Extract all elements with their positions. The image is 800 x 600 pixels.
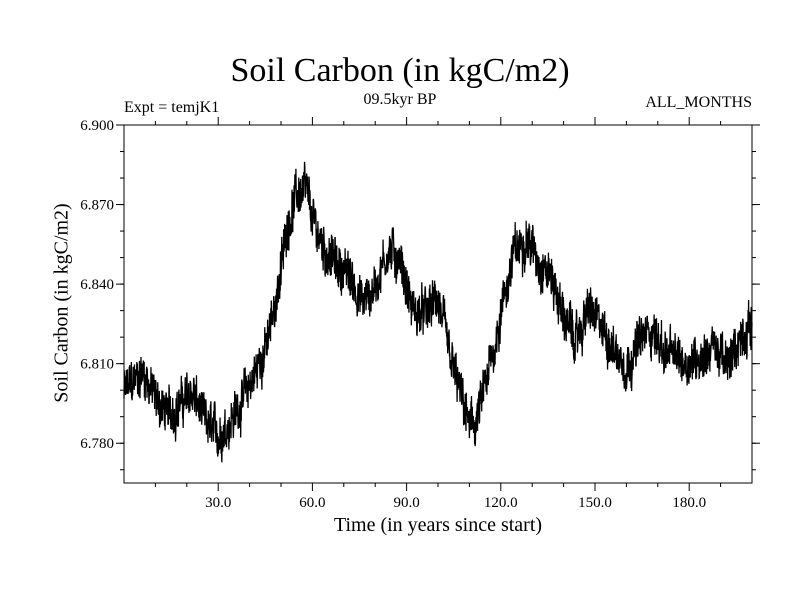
y-axis-label: Soil Carbon (in kgC/m2)	[50, 203, 73, 403]
x-axis-label: Time (in years since start)	[333, 514, 543, 536]
y-tick-label: 6.870	[80, 198, 114, 214]
y-tick-label: 6.780	[80, 436, 114, 452]
axes: 6.780 6.810 6.840 6.870 6.900 30.0 60.0 90.0 120…	[80, 117, 760, 511]
plot-frame	[123, 124, 753, 484]
x-tick-label: 90.0	[393, 495, 419, 511]
experiment-label: Expt = temjK1	[124, 99, 220, 116]
x-tick-label: 150.0	[578, 495, 612, 511]
chart-subtitle: 09.5kyr BP	[363, 91, 437, 108]
x-tick-label: 180.0	[672, 495, 706, 511]
months-label: ALL_MONTHS	[645, 94, 752, 111]
y-tick-label: 6.840	[80, 277, 114, 293]
y-tick-label: 6.900	[80, 118, 114, 134]
series-line-soil-carbon	[123, 161, 753, 463]
x-tick-label: 120.0	[484, 495, 518, 511]
x-tick-label: 60.0	[299, 495, 325, 511]
series-group	[123, 161, 753, 463]
x-tick-label: 30.0	[205, 495, 231, 511]
y-tick-label: 6.810	[80, 357, 114, 373]
chart-title: Soil Carbon (in kgC/m2)	[230, 52, 570, 89]
